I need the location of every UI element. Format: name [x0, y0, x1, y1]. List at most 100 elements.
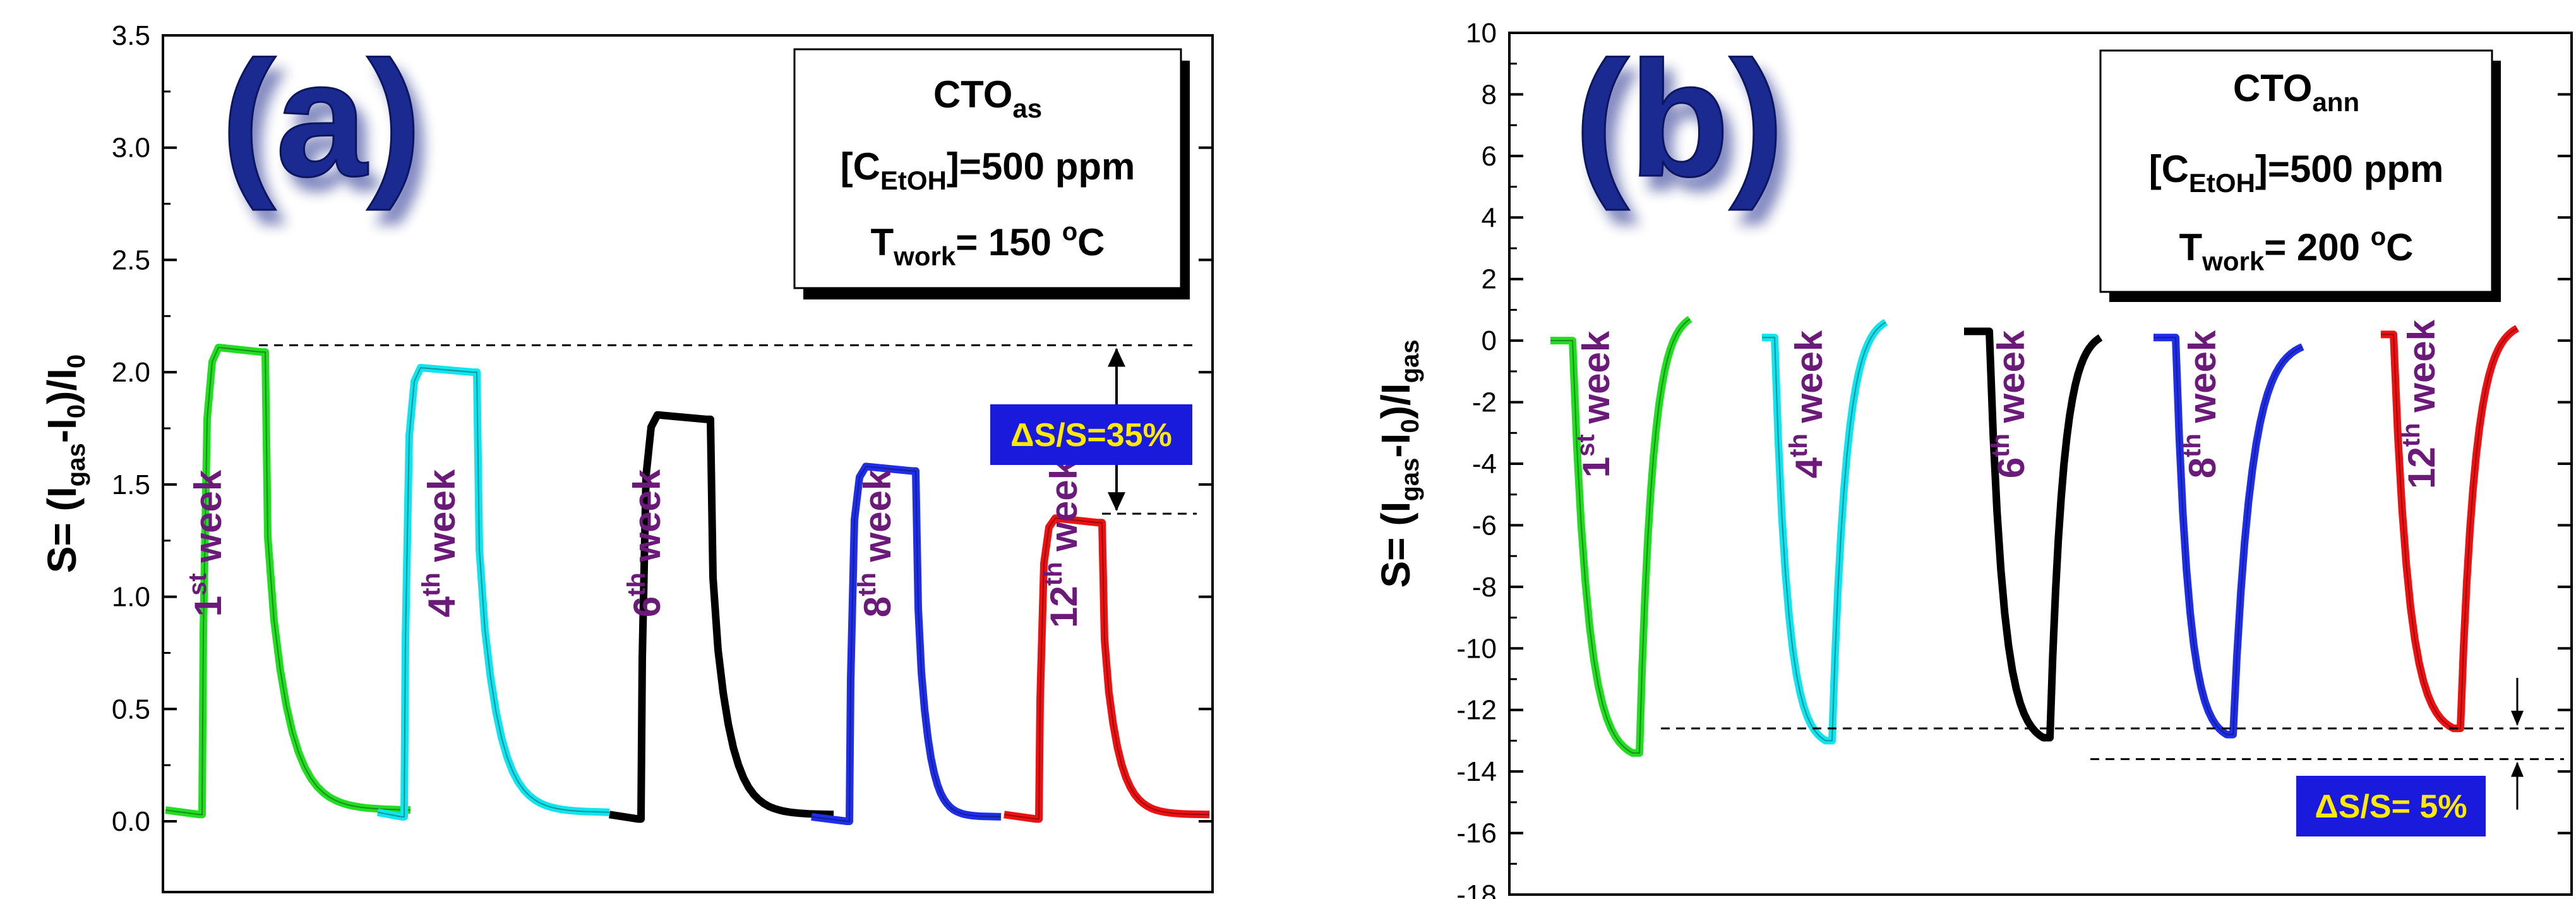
- week-word: week: [1990, 330, 2032, 433]
- week-word: week: [2181, 330, 2224, 433]
- week-label: 8th week: [853, 469, 899, 617]
- week-num: 4: [1788, 457, 1830, 478]
- panel-a-y-ticks: [163, 34, 1213, 823]
- b-ylab-gas2: gas: [1396, 339, 1424, 383]
- a-leg-etoh: EtOH: [880, 166, 947, 195]
- series-12th-week: 12th week: [2381, 319, 2520, 732]
- week-label: 8th week: [2178, 330, 2224, 478]
- b-ylab-zero: 0: [1396, 419, 1424, 433]
- week-word: week: [1788, 330, 1830, 433]
- b-leg-c-unit: C: [2386, 226, 2413, 268]
- y-tick-label: 10: [1466, 18, 1497, 49]
- week-sup: st: [1572, 434, 1600, 457]
- panel-a: 0.00.51.01.52.02.53.03.5 S= (Igas-I0)/I0…: [39, 20, 1214, 893]
- delta-arrow-head-up: [1108, 347, 1125, 367]
- week-sup: th: [1987, 433, 2015, 457]
- a-leg-ppm: ]=500 ppm: [947, 145, 1135, 188]
- series-thin-line: [609, 414, 834, 820]
- panel-a-y-tick-labels: 0.0 0.5 1.0 1.5 2.0 2.5 3.0 3.5: [112, 20, 150, 837]
- week-sup: th: [2178, 433, 2206, 457]
- series-8th-week: 8th week: [2154, 330, 2304, 739]
- series-8th-week: 8th week: [811, 462, 1002, 825]
- panel-b-reference-lines: [1661, 677, 2564, 810]
- b-leg-t: T: [2179, 226, 2203, 268]
- b-leg-cto-sub: ann: [2312, 87, 2359, 117]
- y-tick-label: 3.0: [112, 133, 150, 164]
- y-tick-label: -8: [1472, 572, 1497, 603]
- week-word: week: [1575, 330, 1617, 434]
- week-word: week: [421, 469, 463, 572]
- week-num: 12: [1043, 586, 1085, 628]
- panel-b-legend-box: [2099, 49, 2493, 293]
- a-ylab-gas: gas: [63, 443, 90, 486]
- delta-arrow-head-top: [2511, 710, 2524, 726]
- y-tick-label: 0.5: [112, 694, 150, 725]
- a-leg-cto: CTO: [933, 73, 1013, 116]
- y-tick-label: 1.5: [112, 469, 150, 500]
- y-tick-label: -12: [1456, 695, 1497, 726]
- panel-a-frame: [162, 34, 1214, 893]
- a-ylab-dash: -I: [39, 418, 85, 443]
- panel-a-legend-line3: Twork= 150 oC: [871, 218, 1105, 271]
- week-sup: th: [853, 572, 881, 596]
- series-thin-line: [2154, 337, 2303, 735]
- y-tick-label: -16: [1456, 818, 1497, 849]
- week-sup: th: [417, 572, 445, 596]
- panel-a-label-shadow: (a): [231, 42, 431, 226]
- panel-a-legend-box: [793, 48, 1182, 289]
- series-thin-line: [1964, 330, 2101, 739]
- b-leg-cto: CTO: [2233, 67, 2313, 109]
- series-line: [811, 462, 1002, 825]
- y-tick-label: 2.0: [112, 357, 150, 388]
- panel-b-y-tick-labels: 10 8 6 4 2 0 -2 -4 -6 -8 -10 -12 -14 -16 -18: [1456, 18, 1497, 899]
- series-thin-line: [811, 466, 1002, 822]
- panel-b-legend-line1: CTOann: [2233, 67, 2359, 117]
- a-ylab-zero: 0: [63, 404, 90, 418]
- delta-arrow-head-bottom: [2511, 761, 2524, 777]
- a-leg-work: work: [893, 241, 956, 271]
- week-num: 1: [1575, 457, 1617, 478]
- a-leg-temp: = 150: [956, 221, 1062, 263]
- series-line: [2154, 334, 2304, 739]
- week-num: 4: [421, 596, 463, 617]
- week-word: week: [2400, 319, 2443, 423]
- week-label: 12th week: [2397, 319, 2443, 489]
- panel-b-legend-line3: Twork= 200 oC: [2179, 223, 2414, 276]
- week-num: 6: [1990, 457, 2032, 478]
- panel-a-delta-text: ΔS/S=35%: [1010, 417, 1172, 454]
- series-line: [1964, 327, 2103, 742]
- y-tick-label: 4: [1482, 202, 1497, 233]
- panel-b-delta-text: ΔS/S= 5%: [2315, 788, 2467, 825]
- series-line: [1003, 514, 1210, 823]
- a-ylab-s: S= (I: [39, 486, 85, 573]
- y-tick-label: 8: [1482, 79, 1497, 110]
- series-1st-week: 1st week: [165, 344, 411, 819]
- week-sup: th: [2397, 423, 2425, 447]
- series-thin-line: [377, 366, 610, 818]
- week-label: 12th week: [1039, 458, 1085, 628]
- week-num: 8: [2181, 457, 2224, 478]
- delta-arrow-head-down: [1108, 492, 1125, 512]
- panel-b-legend-line2: [CEtOH]=500 ppm: [2149, 148, 2444, 198]
- panel-b-delta-box: [2296, 776, 2486, 836]
- y-tick-label: 1.0: [112, 582, 150, 613]
- week-label: 6th week: [623, 469, 668, 617]
- y-tick-label: 6: [1482, 141, 1497, 172]
- y-tick-label: 2.5: [112, 244, 150, 275]
- series-12th-week: 12th week: [1003, 458, 1210, 823]
- series-line: [1762, 318, 1888, 745]
- week-label: 6th week: [1987, 330, 2032, 478]
- week-num: 8: [856, 596, 899, 617]
- panel-b-label: (b): [1574, 28, 1784, 212]
- panel-a-y-axis-label: S= (Igas-I0)/I0: [39, 354, 90, 573]
- panel-a-delta-box: [990, 404, 1192, 465]
- panel-a-label: (a): [221, 28, 422, 212]
- y-tick-label: -4: [1472, 449, 1497, 480]
- b-leg-etoh: EtOH: [2189, 168, 2255, 198]
- a-leg-c-unit: C: [1077, 221, 1105, 263]
- y-tick-label: -10: [1456, 633, 1497, 664]
